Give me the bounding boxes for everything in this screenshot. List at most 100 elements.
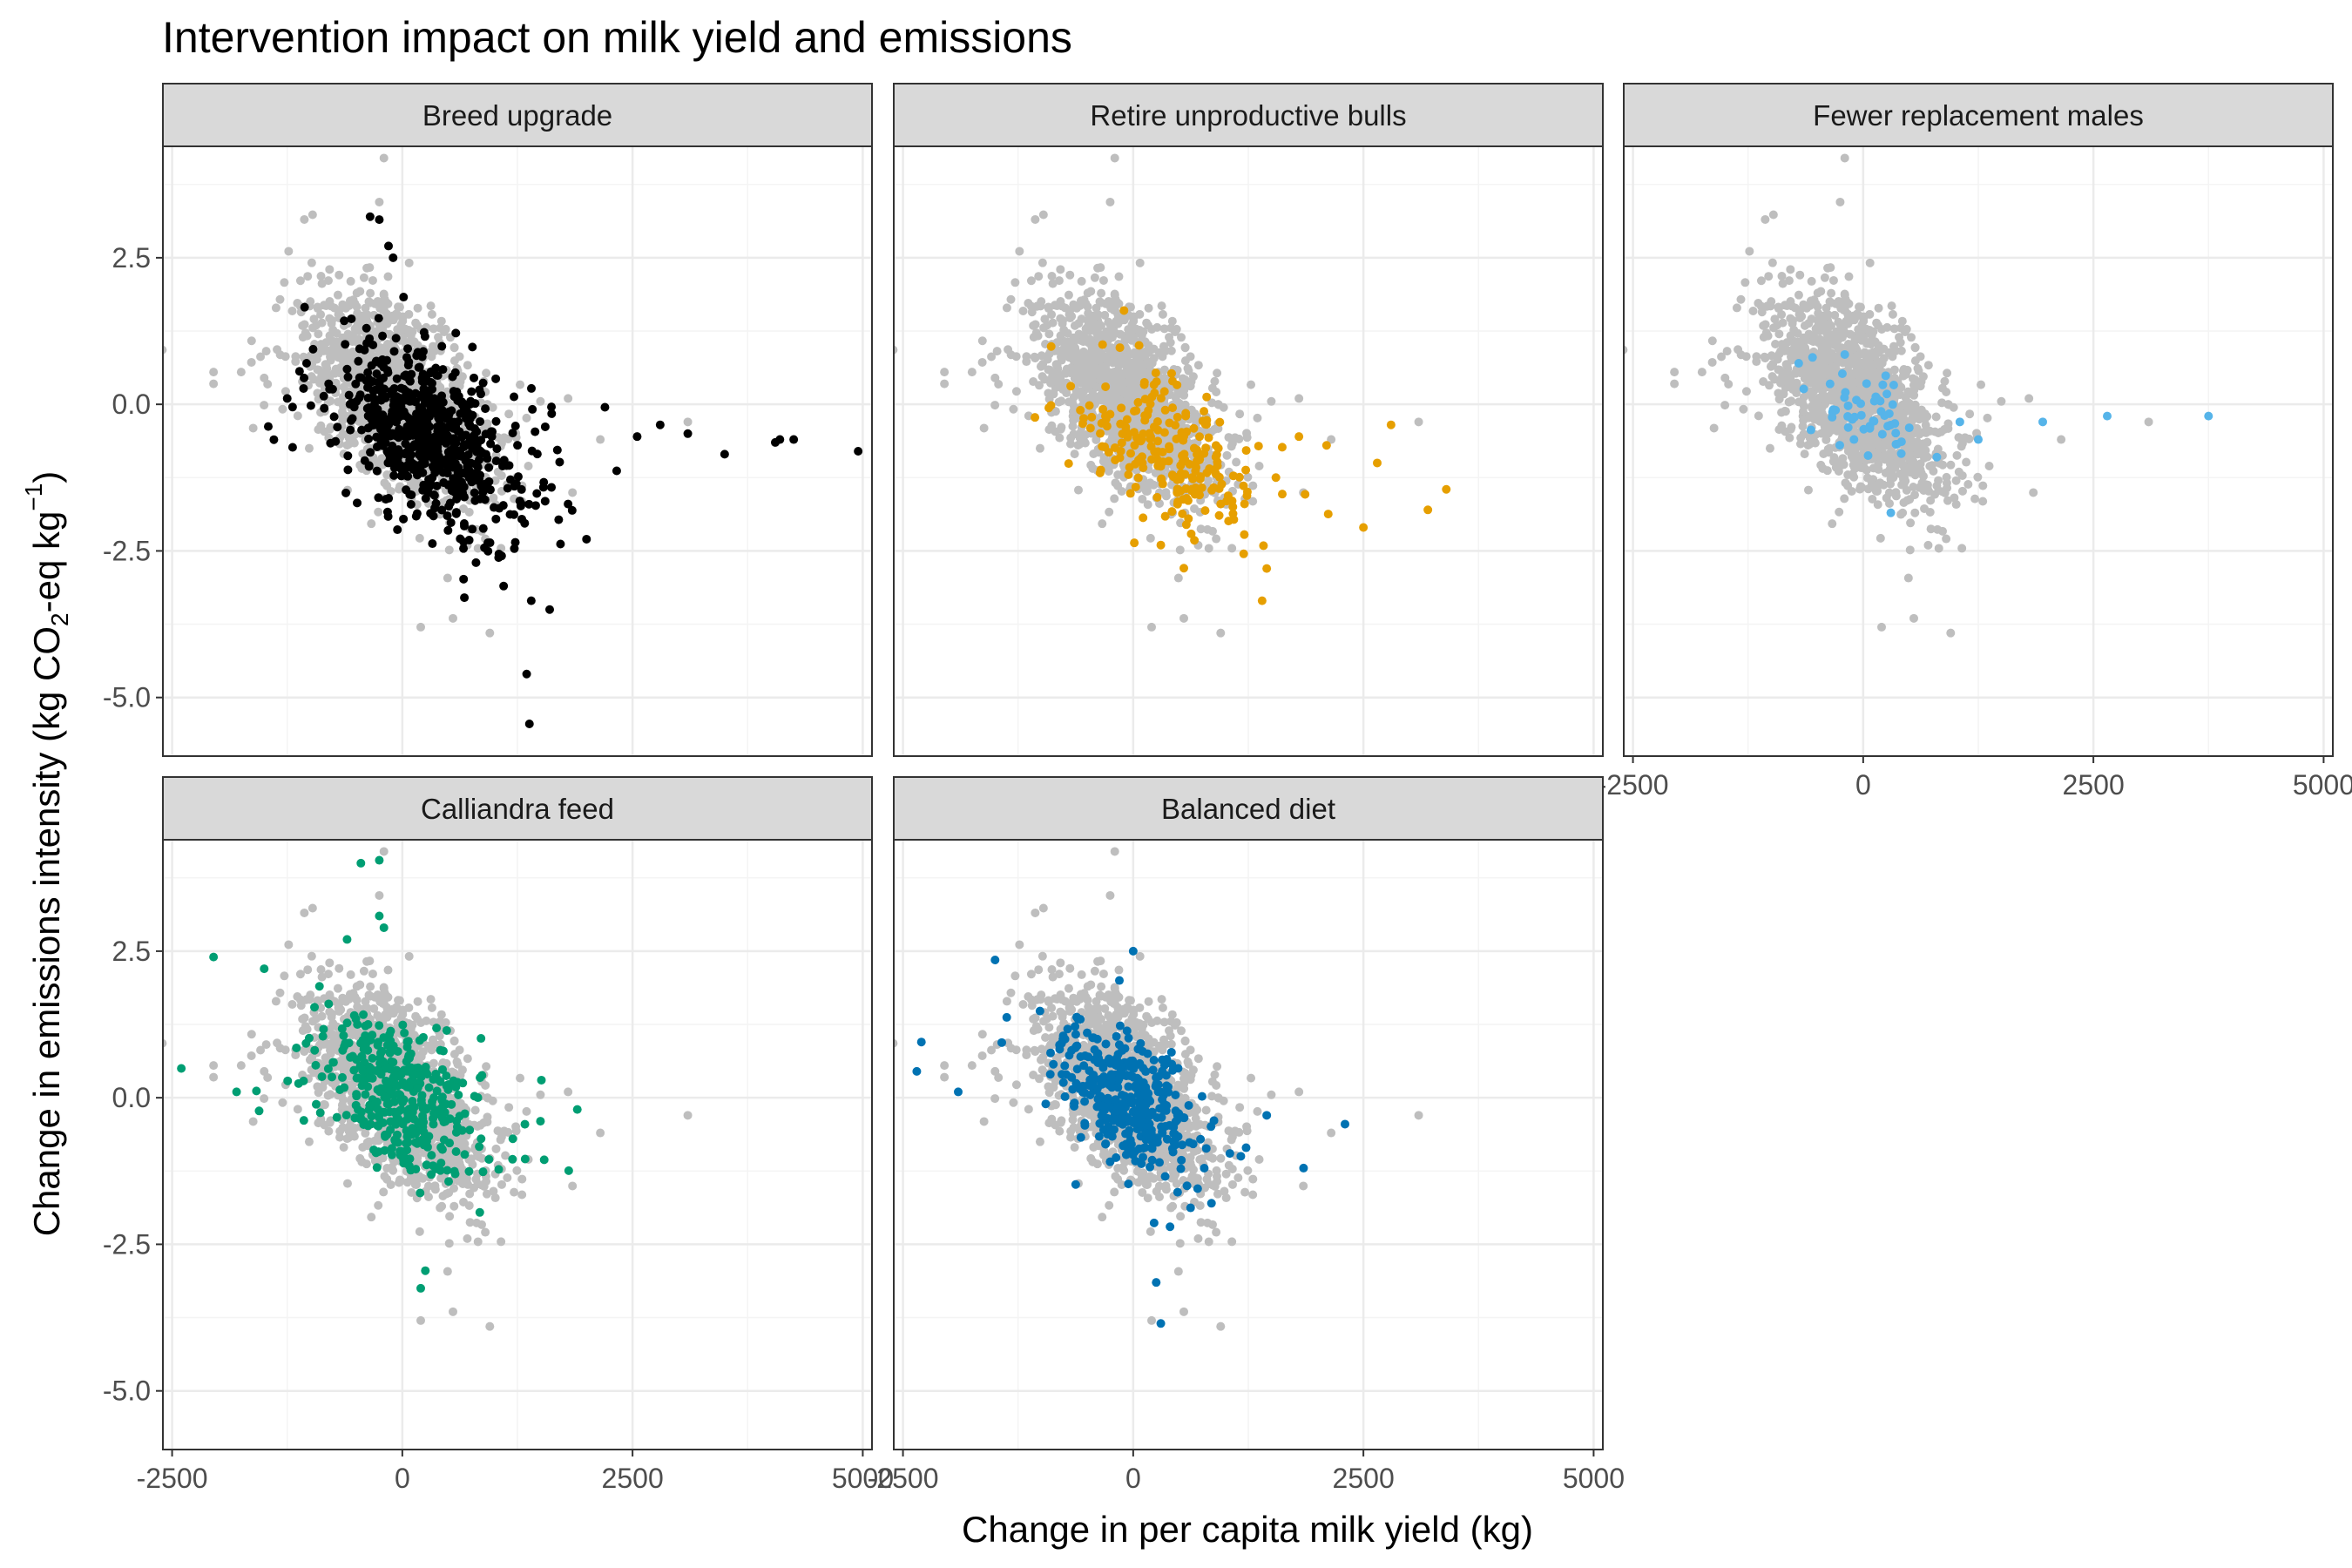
background-point xyxy=(1243,472,1253,482)
background-point xyxy=(1058,345,1067,355)
background-point xyxy=(1117,486,1126,496)
background-point xyxy=(287,306,297,315)
background-point xyxy=(1180,342,1190,352)
background-point xyxy=(327,345,336,355)
data-point xyxy=(1125,489,1135,498)
background-point xyxy=(1123,360,1132,369)
background-point xyxy=(436,316,446,326)
data-point xyxy=(404,431,414,441)
data-point xyxy=(1240,499,1249,509)
chart-title: Intervention impact on milk yield and em… xyxy=(162,13,1072,62)
background-point xyxy=(1161,488,1171,497)
data-point xyxy=(405,456,415,465)
background-point xyxy=(1818,463,1828,473)
background-point xyxy=(1943,423,1953,433)
data-point xyxy=(333,422,342,432)
background-point xyxy=(382,317,392,327)
background-point xyxy=(303,272,313,281)
background-point xyxy=(1105,321,1115,330)
background-point xyxy=(1054,276,1064,286)
background-point xyxy=(1897,316,1907,326)
data-point xyxy=(492,444,502,454)
data-point xyxy=(432,481,442,490)
data-point xyxy=(1200,506,1210,516)
data-point xyxy=(1085,423,1095,433)
points-layer xyxy=(894,153,1451,638)
data-point xyxy=(481,404,490,414)
background-point xyxy=(564,394,573,403)
data-point xyxy=(449,387,458,396)
data-point xyxy=(436,458,445,468)
background-point xyxy=(1092,363,1101,373)
background-point xyxy=(463,361,472,370)
background-point xyxy=(1949,402,1958,412)
data-point xyxy=(407,490,416,500)
data-point xyxy=(513,441,523,450)
data-point xyxy=(1115,343,1125,353)
background-point xyxy=(1781,427,1790,436)
data-point xyxy=(1139,380,1149,389)
data-point xyxy=(1228,471,1238,481)
data-point xyxy=(485,538,495,548)
background-point xyxy=(1051,301,1060,310)
background-point xyxy=(1781,406,1790,416)
data-point xyxy=(1168,376,1177,386)
background-point xyxy=(1073,485,1083,495)
background-point xyxy=(1139,367,1148,376)
background-point xyxy=(339,382,348,392)
data-point xyxy=(341,340,350,349)
background-point xyxy=(1175,545,1185,555)
data-point xyxy=(1173,497,1183,507)
background-point xyxy=(1166,346,1176,355)
data-point xyxy=(1190,490,1200,499)
background-point xyxy=(894,345,898,355)
background-point xyxy=(1267,396,1276,406)
facet-panel: Breed upgrade-5.0-2.50.02.5 xyxy=(103,83,873,757)
background-point xyxy=(398,316,408,326)
y-axis-title-superscript: −1 xyxy=(20,483,47,511)
background-point xyxy=(325,265,335,274)
background-point xyxy=(1006,294,1016,304)
data-point xyxy=(348,414,357,423)
data-point xyxy=(1119,306,1129,315)
background-point xyxy=(1814,308,1823,318)
data-point xyxy=(459,544,469,553)
background-point xyxy=(1098,275,1108,285)
data-point xyxy=(484,476,494,486)
data-point xyxy=(340,316,349,326)
data-point xyxy=(789,435,799,444)
background-point xyxy=(1098,362,1108,372)
data-point xyxy=(437,396,447,406)
data-point xyxy=(347,314,356,324)
background-point xyxy=(1933,444,1943,454)
background-point xyxy=(1916,382,1925,391)
background-point xyxy=(346,276,355,286)
data-point xyxy=(1096,465,1105,475)
data-point xyxy=(375,376,384,386)
background-point xyxy=(1859,316,1869,326)
data-point xyxy=(464,473,474,483)
data-point xyxy=(1211,452,1220,462)
data-point xyxy=(456,398,466,408)
background-point xyxy=(1840,494,1849,504)
data-point xyxy=(416,463,425,472)
data-point xyxy=(495,504,504,513)
background-point xyxy=(1029,377,1038,387)
background-point xyxy=(1111,427,1120,436)
background-point xyxy=(1777,272,1787,281)
background-point xyxy=(1768,210,1778,220)
background-point xyxy=(1057,355,1066,365)
data-point xyxy=(527,383,537,393)
background-point xyxy=(1957,486,1967,496)
background-point xyxy=(315,347,325,356)
background-point xyxy=(1196,524,1206,534)
background-point xyxy=(1180,400,1190,409)
background-point xyxy=(1761,214,1770,224)
background-point xyxy=(1073,441,1083,450)
background-point xyxy=(1248,481,1258,490)
data-point xyxy=(1146,442,1156,451)
data-point xyxy=(1239,549,1248,558)
data-point xyxy=(538,483,548,492)
data-point xyxy=(403,361,413,370)
